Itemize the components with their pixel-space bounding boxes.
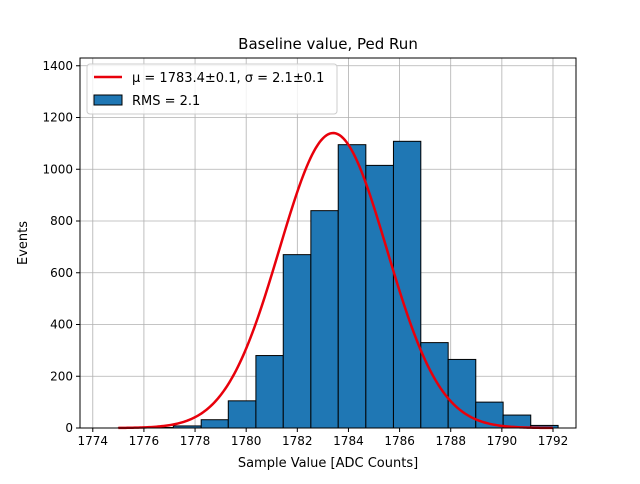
histogram-bar (201, 420, 228, 428)
y-tick-label: 1000 (42, 162, 73, 176)
y-tick-label: 600 (50, 266, 73, 280)
histogram-bar (228, 401, 256, 428)
legend-fit-label: μ = 1783.4±0.1, σ = 2.1±0.1 (132, 71, 324, 86)
y-tick-label: 200 (50, 369, 73, 383)
x-tick-label: 1778 (180, 434, 211, 448)
y-tick-label: 1400 (42, 59, 73, 73)
histogram-bar (421, 343, 448, 428)
histogram-bar (311, 211, 338, 428)
histogram-bar (366, 165, 394, 428)
legend-histogram-label: RMS = 2.1 (132, 94, 200, 109)
y-tick-label: 800 (50, 214, 73, 228)
y-tick-label: 0 (65, 421, 73, 435)
histogram-bar (283, 255, 311, 428)
x-axis-label: Sample Value [ADC Counts] (238, 456, 418, 471)
x-tick-label: 1782 (282, 434, 313, 448)
y-tick-label: 1200 (42, 111, 73, 125)
y-axis-label: Events (16, 221, 31, 265)
histogram-bar (256, 356, 283, 428)
chart-title: Baseline value, Ped Run (238, 35, 418, 53)
x-tick-label: 1774 (78, 434, 109, 448)
x-tick-label: 1788 (435, 434, 466, 448)
x-tick-label: 1786 (384, 434, 415, 448)
legend: μ = 1783.4±0.1, σ = 2.1±0.1 RMS = 2.1 (87, 64, 337, 114)
x-tick-label: 1790 (487, 434, 518, 448)
y-tick-label: 400 (50, 318, 73, 332)
x-tick-label: 1792 (538, 434, 569, 448)
histogram-bar (338, 145, 366, 428)
x-tick-label: 1776 (129, 434, 160, 448)
x-tick-label: 1780 (231, 434, 262, 448)
x-tick-label: 1784 (333, 434, 364, 448)
legend-histogram-patch (94, 95, 122, 105)
